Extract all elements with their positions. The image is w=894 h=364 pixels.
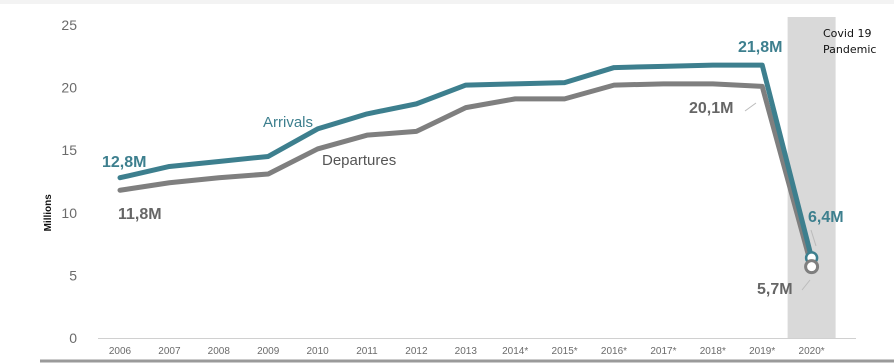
series-label-departures: Departures [322, 152, 396, 169]
y-tick-label: 25 [61, 17, 77, 33]
pandemic-highlight-band [787, 17, 836, 338]
x-tick-label: 2011 [356, 346, 378, 357]
pandemic-annotation-line: Pandemic [823, 43, 876, 56]
data-label-arrivals: 6,4M [808, 209, 844, 226]
x-tick-label: 2007 [158, 346, 181, 357]
y-tick-label: 15 [61, 142, 77, 158]
data-label-departures: 11,8M [118, 206, 162, 223]
series-label-arrivals: Arrivals [263, 114, 313, 131]
series-line-departures [117, 81, 815, 270]
leader-line [801, 279, 811, 291]
series-line-arrivals [117, 62, 815, 261]
y-tick-label: 20 [61, 80, 77, 96]
top-band [0, 0, 894, 4]
y-tick-label: 0 [69, 330, 77, 346]
pandemic-annotation-line: Covid 19 [823, 27, 871, 40]
x-tick-label: 2017* [650, 346, 676, 357]
leader-line [744, 102, 757, 112]
y-tick-label: 10 [61, 205, 77, 221]
x-tick-label: 2006 [109, 346, 132, 357]
x-tick-label: 2008 [208, 346, 231, 357]
x-tick-label: 2014* [502, 346, 528, 357]
x-tick-label: 2016* [601, 346, 627, 357]
x-tick-label: 2012 [405, 346, 428, 357]
data-label-departures: 5,7M [757, 281, 793, 298]
leader-line [810, 229, 817, 247]
x-tick-label: 2010 [306, 346, 329, 357]
x-tick-label: 2019* [749, 346, 775, 357]
x-tick-label: 2013 [455, 346, 478, 357]
data-label-arrivals: 21,8M [738, 39, 782, 56]
y-axis-label: Millions [43, 194, 54, 232]
departures-end-marker [804, 259, 820, 275]
x-tick-label: 2015* [552, 346, 578, 357]
y-tick-label: 5 [69, 267, 77, 283]
x-tick-label: 2018* [700, 346, 726, 357]
x-tick-label: 2020* [799, 346, 825, 357]
x-tick-label: 2009 [257, 346, 280, 357]
data-label-departures: 20,1M [689, 100, 733, 117]
data-label-arrivals: 12,8M [102, 154, 146, 171]
